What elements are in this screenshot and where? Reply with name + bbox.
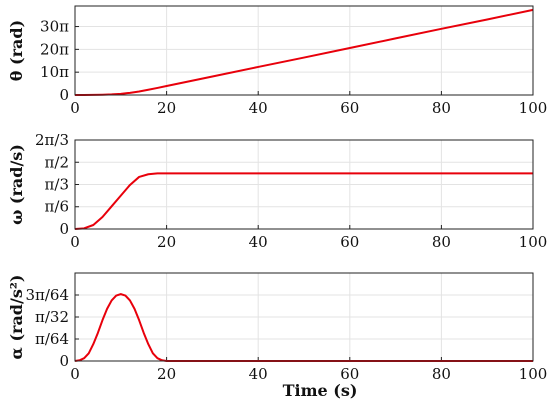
omega-y-tick-label: 2π/3 xyxy=(35,131,69,149)
alpha-x-tick-label: 40 xyxy=(249,365,268,383)
alpha-y-tick-label: π/64 xyxy=(35,330,69,348)
omega-x-tick-label: 100 xyxy=(519,233,548,251)
theta-y-tick-label: 0 xyxy=(59,86,69,104)
theta-x-tick-label: 80 xyxy=(432,99,451,117)
theta-x-tick-label: 20 xyxy=(157,99,176,117)
omega-y-tick-label: π/6 xyxy=(45,198,69,216)
omega-y-tick-label: π/2 xyxy=(45,153,69,171)
omega-y-tick-label: π/3 xyxy=(45,176,69,194)
alpha-y-tick-label: 3π/64 xyxy=(25,286,69,304)
alpha-y-tick-label: π/32 xyxy=(35,308,69,326)
omega-x-tick-label: 80 xyxy=(432,233,451,251)
alpha-y-tick-label: 0 xyxy=(59,352,69,370)
alpha-x-tick-label: 60 xyxy=(340,365,359,383)
omega-series-line xyxy=(74,172,533,230)
theta-x-tick-label: 60 xyxy=(340,99,359,117)
alpha-x-tick-label: 80 xyxy=(432,365,451,383)
theta-y-tick-label: 30π xyxy=(40,18,69,36)
omega-x-tick-label: 20 xyxy=(157,233,176,251)
theta-y-axis-label: θ (rad) xyxy=(7,20,26,81)
omega-x-tick-label: 0 xyxy=(70,233,80,251)
theta-y-tick-label: 20π xyxy=(40,40,69,58)
theta-x-tick-label: 100 xyxy=(519,99,548,117)
theta-axes-frame xyxy=(74,5,534,96)
alpha-axes-frame xyxy=(74,272,534,362)
omega-axes-frame xyxy=(74,139,534,230)
alpha-x-tick-label: 0 xyxy=(70,365,80,383)
x-axis-label: Time (s) xyxy=(283,381,358,400)
theta-plot-area xyxy=(75,6,533,95)
omega-y-tick-label: 0 xyxy=(59,220,69,238)
theta-x-tick-label: 0 xyxy=(70,99,80,117)
alpha-y-axis-label: α (rad/s²) xyxy=(7,275,26,360)
alpha-x-tick-label: 100 xyxy=(519,365,548,383)
theta-x-tick-label: 40 xyxy=(249,99,268,117)
omega-x-tick-label: 40 xyxy=(249,233,268,251)
theta-y-tick-label: 10π xyxy=(40,63,69,81)
omega-x-tick-label: 60 xyxy=(340,233,359,251)
alpha-x-tick-label: 20 xyxy=(157,365,176,383)
omega-y-axis-label: ω (rad/s) xyxy=(7,144,26,225)
